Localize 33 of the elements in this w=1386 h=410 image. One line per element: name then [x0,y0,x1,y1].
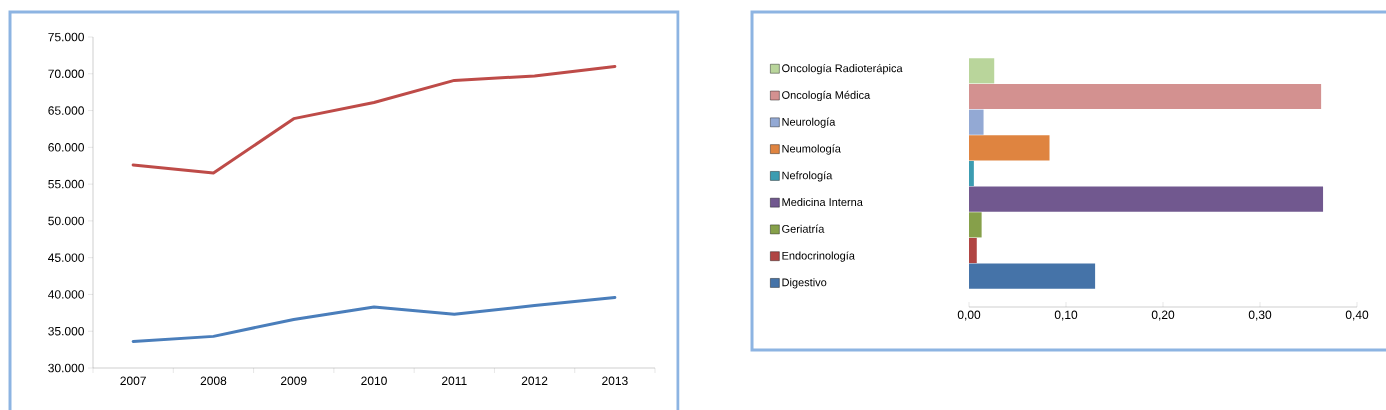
y-tick-label: 40.000 [48,290,84,299]
x-tick-label: 2007 [120,376,146,386]
y-tick-label: 50.000 [48,216,84,226]
y-tick-label: 45.000 [48,253,84,262]
line-series [131,64,617,175]
x-tick-label: 2008 [200,376,227,386]
y-tick-label: 55.000 [48,179,84,189]
legend-label: Oncología Radioterápica [782,63,903,75]
y-tick-label: 70.000 [48,69,84,79]
y-tick-label: 60.000 [48,143,84,152]
y-tick-label: 75.000 [48,32,84,42]
x-tick-label: 2010 [361,376,387,386]
y-tick-label: 65.000 [48,106,84,115]
legend-label: Neurología [782,117,836,128]
x-tick-label: 0,30 [1248,310,1272,321]
x-tick-label: 0,40 [1345,310,1369,321]
legend-label: Geriatría [782,224,825,233]
legend-label: Medicina Interna [782,197,863,207]
y-tick-label: 30.000 [48,363,84,373]
x-tick-label: 0,00 [957,310,981,321]
legend-label: Oncología Médica [782,90,871,102]
x-tick-label: 2009 [280,376,307,386]
x-tick-label: 2012 [521,376,548,386]
legend-label: Nefrología [782,171,833,182]
legend-label: Neumología [782,144,841,155]
y-tick-label: 35.000 [48,326,84,336]
legend-label: Digestivo [782,278,827,289]
line-series [131,295,617,344]
x-tick-label: 0,10 [1054,310,1078,321]
x-tick-label: 2013 [602,376,628,386]
x-tick-label: 2011 [441,376,467,386]
legend-label: Endocrinología [782,251,855,262]
x-tick-label: 0,20 [1151,310,1175,321]
